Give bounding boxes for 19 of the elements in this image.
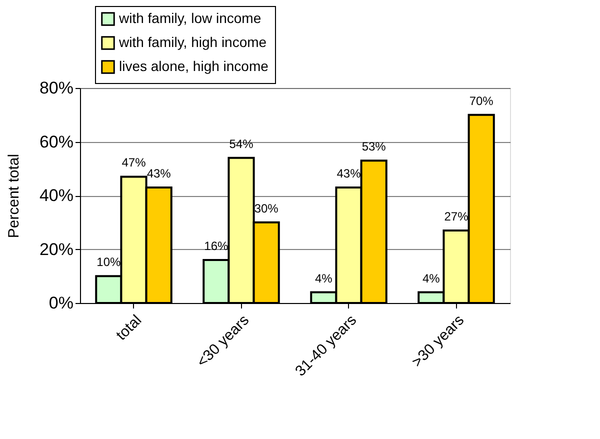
- y-tick-label: 80%: [39, 78, 74, 98]
- y-axis-title: Percent total: [5, 154, 22, 238]
- legend-label: with family, high income: [118, 34, 267, 50]
- data-label: 27%: [444, 209, 469, 224]
- data-label: 53%: [362, 140, 386, 154]
- data-label: 54%: [229, 136, 254, 151]
- y-tick-label: 20%: [39, 240, 74, 259]
- data-label: 43%: [146, 166, 172, 180]
- data-label: 30%: [254, 201, 279, 216]
- data-label: 43%: [336, 166, 362, 180]
- y-tick-label: 40%: [39, 186, 74, 205]
- y-tick-label: 60%: [39, 132, 74, 152]
- legend-label: lives alone, high income: [119, 58, 269, 74]
- data-label: 70%: [469, 94, 494, 108]
- legend-label: with family, low income: [118, 10, 262, 26]
- y-tick-label: 0%: [48, 294, 74, 312]
- data-label: 4%: [422, 271, 440, 286]
- data-label: 47%: [122, 156, 146, 170]
- data-label: 4%: [314, 271, 333, 286]
